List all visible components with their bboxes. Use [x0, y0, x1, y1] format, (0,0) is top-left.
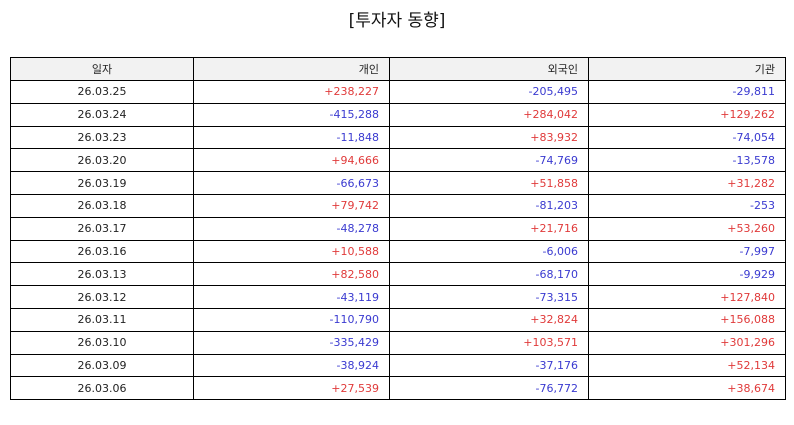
cell-foreign: -37,176	[389, 353, 589, 378]
cell-date: 26.03.06	[10, 376, 194, 401]
cell-institution: -74,054	[588, 125, 786, 150]
cell-individual: +10,588	[193, 239, 390, 264]
cell-institution: +38,674	[588, 376, 786, 401]
cell-foreign: -205,495	[389, 80, 589, 104]
cell-foreign: +21,716	[389, 216, 589, 241]
cell-individual: -11,848	[193, 125, 390, 150]
cell-individual: -335,429	[193, 330, 390, 355]
cell-date: 26.03.25	[10, 80, 194, 104]
cell-date: 26.03.13	[10, 262, 194, 287]
table-row: 26.03.06 +27,539 -76,772 +38,674	[10, 376, 786, 401]
cell-individual: -415,288	[193, 102, 390, 127]
cell-date: 26.03.11	[10, 307, 194, 332]
cell-institution: -9,929	[588, 262, 786, 287]
cell-institution: -29,811	[588, 80, 786, 104]
table-header-row: 일자 개인 외국인 기관	[10, 57, 786, 81]
header-individual: 개인	[193, 57, 390, 81]
cell-institution: +129,262	[588, 102, 786, 127]
table-row: 26.03.09 -38,924 -37,176 +52,134	[10, 353, 786, 378]
investor-trend-table: 일자 개인 외국인 기관 26.03.25 +238,227 -205,495 -29…	[10, 57, 786, 401]
cell-date: 26.03.23	[10, 125, 194, 150]
cell-individual: -38,924	[193, 353, 390, 378]
table-row: 26.03.10 -335,429 +103,571 +301,296	[10, 330, 786, 355]
cell-date: 26.03.12	[10, 285, 194, 309]
table-body: 26.03.25 +238,227 -205,495 -29,811 26.03.24-…	[10, 80, 786, 401]
cell-individual: +82,580	[193, 262, 390, 287]
cell-date: 26.03.24	[10, 102, 194, 127]
cell-foreign: +32,824	[389, 307, 589, 332]
table-row: 26.03.25 +238,227 -205,495 -29,811	[10, 80, 786, 104]
header-date: 일자	[10, 57, 194, 81]
cell-individual: -110,790	[193, 307, 390, 332]
cell-individual: -43,119	[193, 285, 390, 309]
cell-institution: -13,578	[588, 148, 786, 173]
cell-institution: +127,840	[588, 285, 786, 309]
cell-individual: +94,666	[193, 148, 390, 173]
cell-institution: +31,282	[588, 171, 786, 195]
cell-date: 26.03.20	[10, 148, 194, 173]
cell-foreign: +284,042	[389, 102, 589, 127]
cell-individual: -66,673	[193, 171, 390, 195]
cell-institution: +301,296	[588, 330, 786, 355]
table-row: 26.03.18 +79,742 -81,203 -253	[10, 193, 786, 218]
table-row: 26.03.19 -66,673 +51,858 +31,282	[10, 171, 786, 195]
cell-foreign: -6,006	[389, 239, 589, 264]
table-row: 26.03.11 -110,790 +32,824 +156,088	[10, 307, 786, 332]
cell-foreign: +103,571	[389, 330, 589, 355]
table-row: 26.03.20 +94,666 -74,769 -13,578	[10, 148, 786, 173]
cell-foreign: -76,772	[389, 376, 589, 401]
cell-institution: -7,997	[588, 239, 786, 264]
cell-date: 26.03.19	[10, 171, 194, 195]
cell-institution: +53,260	[588, 216, 786, 241]
cell-foreign: -81,203	[389, 193, 589, 218]
page-title: [투자자 동향]	[348, 11, 446, 31]
cell-date: 26.03.16	[10, 239, 194, 264]
cell-institution: +156,088	[588, 307, 786, 332]
table-row: 26.03.16 +10,588 -6,006 -7,997	[10, 239, 786, 264]
table-row: 26.03.12 -43,119 -73,315 +127,840	[10, 285, 786, 309]
cell-foreign: -68,170	[389, 262, 589, 287]
cell-institution: +52,134	[588, 353, 786, 378]
cell-individual: +27,539	[193, 376, 390, 401]
cell-individual: +79,742	[193, 193, 390, 218]
header-institution: 기관	[588, 57, 786, 81]
cell-foreign: +83,932	[389, 125, 589, 150]
cell-institution: -253	[588, 193, 786, 218]
cell-foreign: -73,315	[389, 285, 589, 309]
cell-foreign: -74,769	[389, 148, 589, 173]
table-row: 26.03.23 -11,848 +83,932 -74,054	[10, 125, 786, 150]
cell-individual: +238,227	[193, 80, 390, 104]
table-row: 26.03.17 -48,278 +21,716 +53,260	[10, 216, 786, 241]
cell-date: 26.03.09	[10, 353, 194, 378]
cell-date: 26.03.10	[10, 330, 194, 355]
cell-individual: -48,278	[193, 216, 390, 241]
header-foreign: 외국인	[389, 57, 589, 81]
table-row: 26.03.13 +82,580 -68,170 -9,929	[10, 262, 786, 287]
table-row: 26.03.24 -415,288 +284,042 +129,262	[10, 102, 786, 127]
cell-foreign: +51,858	[389, 171, 589, 195]
cell-date: 26.03.18	[10, 193, 194, 218]
cell-date: 26.03.17	[10, 216, 194, 241]
